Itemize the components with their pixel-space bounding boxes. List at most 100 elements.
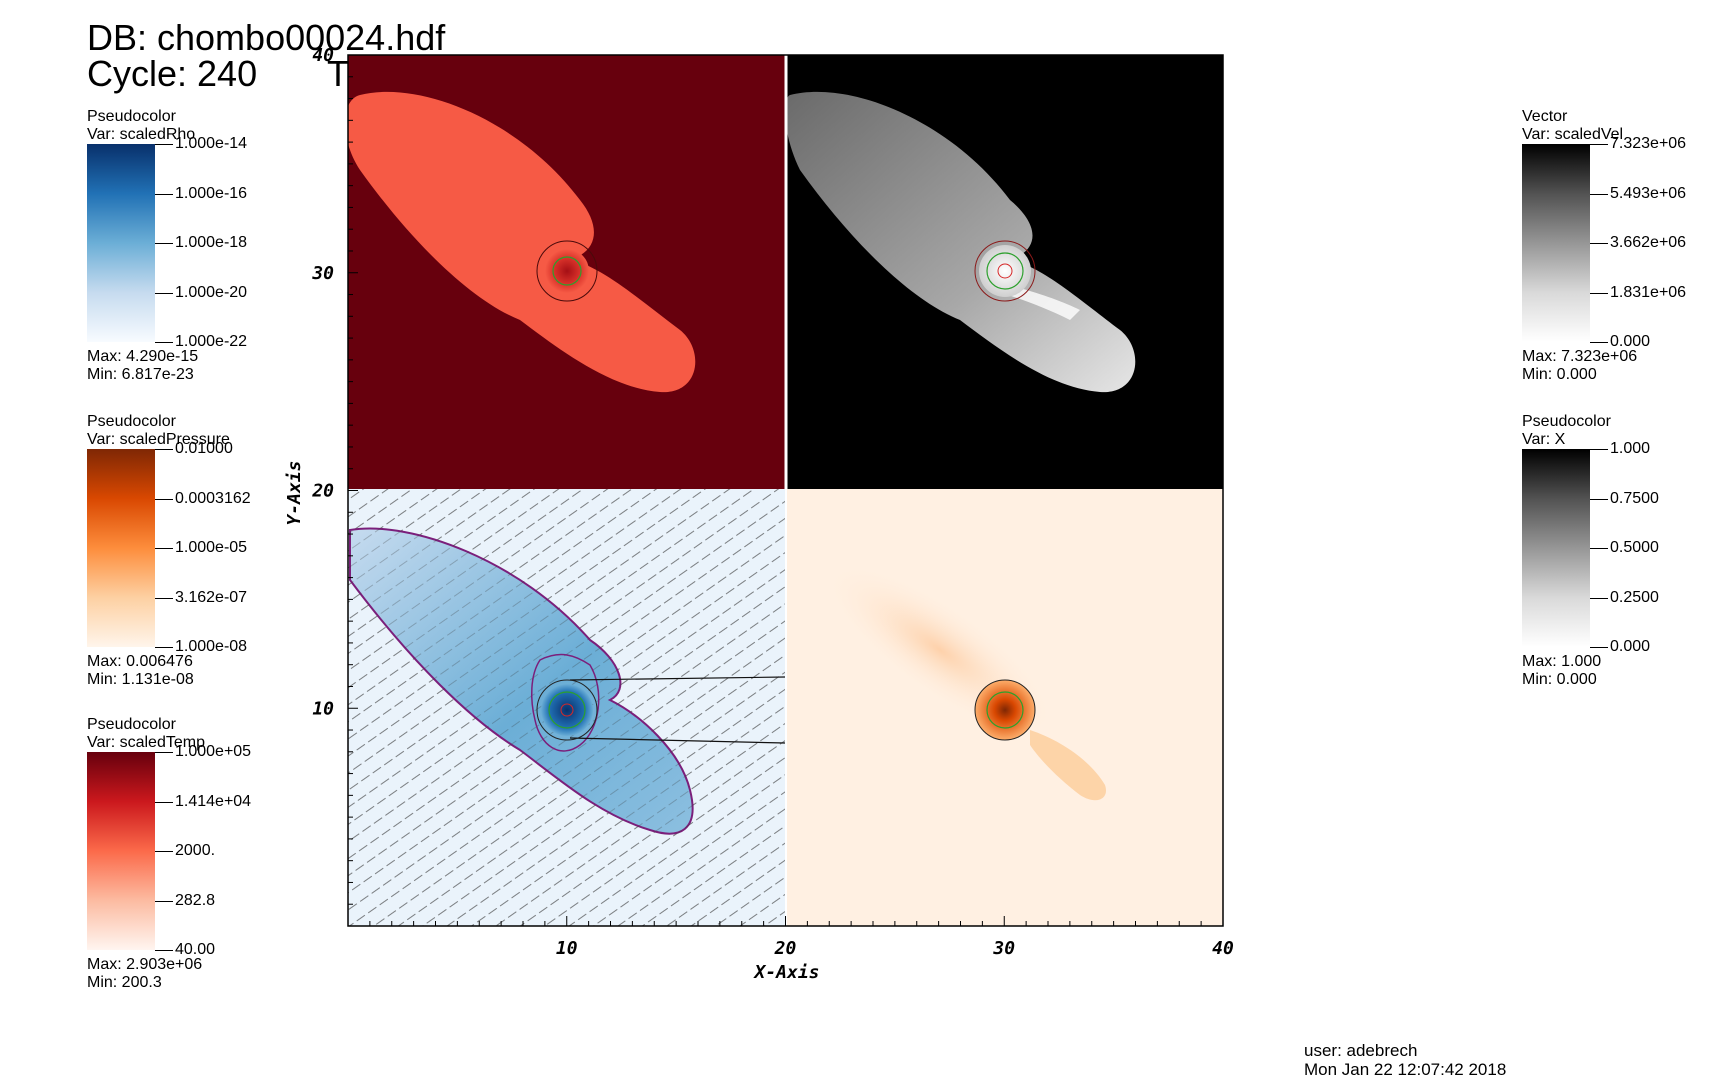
colorbar-tick [1590,498,1608,500]
colorbar-tick-label: 40.00 [175,941,216,958]
legend-min: Min: 0.000 [1522,366,1597,383]
legend-variable: Var: scaledPressure [87,431,230,448]
y-tick-label: 30 [311,263,334,284]
y-tick-label: 40 [312,45,334,66]
colorbar-tick-label: 1.000e-08 [175,638,248,655]
panel-temperature [348,55,785,489]
colorbar-tick-label: 1.000e-14 [175,135,248,152]
colorbar-tick [155,851,173,852]
colorbar-tick-label: 3.662e+06 [1610,234,1687,251]
colorbar-tick [1590,292,1608,294]
colorbar-tick-label: 1.000e-20 [175,283,248,301]
colorbar-tick [155,292,173,294]
legend-max: Max: 4.290e-15 [87,348,199,365]
timestamp: Mon Jan 22 12:07:42 2018 [1304,1060,1507,1079]
colorbar-tick-label: 0.01000 [175,440,233,457]
legend-max: Max: 1.000 [1522,653,1602,670]
colorbar-tick-label: 2000. [175,842,216,859]
legend-min: Min: 1.131e-08 [87,671,194,688]
legend-variable: Var: X [1522,431,1566,448]
colorbar-tick-label: 0.000 [1610,333,1651,350]
colorbar-tick-label: 1.000e-16 [175,184,248,202]
colorbar [87,449,155,647]
x-tick-label: 40 [1212,938,1234,959]
legend-type: Pseudocolor [1522,413,1611,430]
right-legend-0: Vector Var: scaledVel 7.323e+06 5.493e+06 3.… [1522,108,1686,383]
legend-type: Pseudocolor [87,108,176,125]
colorbar-tick [155,449,173,450]
x-axis-label: X-Axis [752,962,819,983]
left-legend-0: Pseudocolor Var: scaledRho 1.000e-14 1.000e… [87,108,247,383]
colorbar-tick-label: 0.7500 [1610,489,1659,507]
colorbar-tick-label: 1.831e+06 [1610,283,1687,301]
colorbar-tick-label: 0.5000 [1610,539,1659,556]
y-tick-label: 20 [311,481,334,502]
legend-min: Min: 200.3 [87,974,162,991]
colorbar-tick [1590,144,1608,145]
colorbar-tick-label: 7.323e+06 [1610,135,1687,152]
colorbar-tick [155,597,173,599]
db-title: DB: chombo00024.hdf [87,17,446,58]
colorbar-tick-label: 0.000 [1610,638,1651,655]
y-axis-label: Y-Axis [284,460,305,525]
colorbar-tick-label: 1.000e+05 [175,743,252,760]
panel-pressure [787,489,1223,926]
colorbar-tick [1590,449,1608,450]
axis-ticks: 10 20 30 40 10 20 30 40 [311,45,1234,959]
colorbar-tick [155,548,173,549]
user-info: user: adebrech Mon Jan 22 12:07:42 2018 [1304,1041,1506,1079]
y-tick-label: 10 [312,698,334,719]
colorbar-tick [155,900,173,902]
colorbar-tick [155,144,173,145]
colorbar-tick [155,193,173,195]
colorbar-tick [1590,243,1608,244]
x-tick-label: 20 [774,938,797,959]
colorbar-tick-label: 1.000e-22 [175,333,248,350]
colorbar-tick-label: 282.8 [175,891,216,909]
colorbar-tick [1590,647,1608,648]
colorbar-tick-label: 0.2500 [1610,588,1659,606]
legend-type: Vector [1522,108,1568,125]
legend-min: Min: 0.000 [1522,671,1597,688]
colorbar-tick-label: 1.000 [1610,440,1651,457]
colorbar-tick-label: 3.162e-07 [175,588,248,606]
legend-variable: Var: scaledRho [87,126,196,143]
colorbar [87,752,155,950]
right-legend-1: Pseudocolor Var: X 1.000 0.7500 0.5000 0.2500… [1522,413,1659,688]
colorbar-tick [1590,548,1608,549]
panel-velocity [787,55,1223,489]
colorbar-tick [155,950,173,951]
legend-type: Pseudocolor [87,413,176,430]
colorbar-tick [155,342,173,343]
panel-density [348,489,785,926]
legend-type: Pseudocolor [87,716,176,733]
colorbar [1522,144,1590,342]
colorbar [1522,449,1590,647]
colorbar-tick-label: 1.000e-18 [175,234,248,251]
cycle-label: Cycle: 240 [87,53,258,94]
legend-max: Max: 2.903e+06 [87,956,203,973]
legend-max: Max: 0.006476 [87,653,193,670]
x-tick-label: 10 [556,938,578,959]
colorbar-tick-label: 1.000e-05 [175,539,248,556]
colorbar-tick [1590,597,1608,599]
colorbar-tick [1590,342,1608,343]
colorbar-tick-label: 0.0003162 [175,489,251,507]
colorbar-tick-label: 1.414e+04 [175,792,252,810]
colorbar [87,144,155,342]
colorbar-tick [155,752,173,753]
colorbar-tick [155,498,173,500]
legend-min: Min: 6.817e-23 [87,366,194,383]
legend-variable: Var: scaledTemp [87,734,205,751]
legend-variable: Var: scaledVel [1522,126,1624,143]
legend-max: Max: 7.323e+06 [1522,348,1638,365]
colorbar-tick [155,801,173,803]
x-tick-label: 30 [992,938,1015,959]
colorbar-tick [1590,193,1608,195]
left-legend-2: Pseudocolor Var: scaledTemp 1.000e+05 1.414… [87,716,251,991]
user-name: user: adebrech [1304,1041,1418,1060]
left-legend-1: Pseudocolor Var: scaledPressure 0.01000 0.0… [87,413,251,688]
colorbar-tick [155,243,173,244]
colorbar-tick-label: 5.493e+06 [1610,184,1687,202]
